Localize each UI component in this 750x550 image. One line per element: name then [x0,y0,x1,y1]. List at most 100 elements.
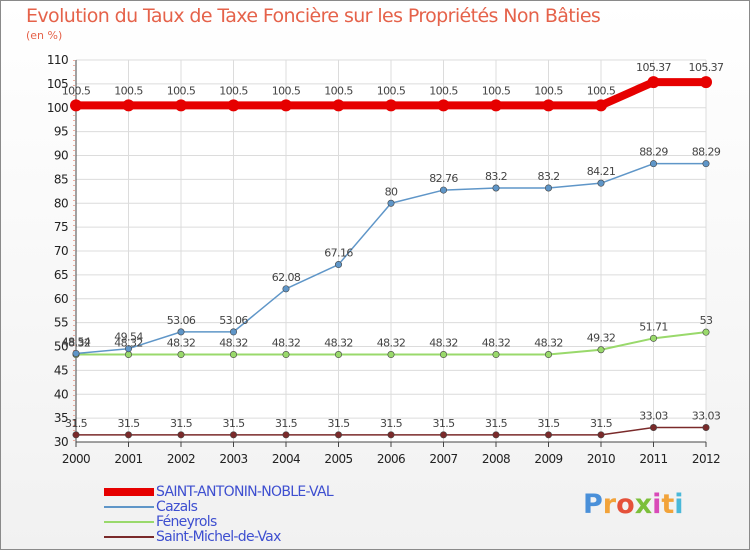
x-tick-label: 2011 [639,452,667,466]
data-point [230,351,238,359]
logo-letter: i [652,489,662,520]
logo-letter: t [661,489,675,520]
logo-letter: P [583,489,603,520]
data-point [544,184,552,192]
data-point [125,351,133,359]
data-point [492,184,500,192]
data-label: 100.5 [272,84,301,97]
data-point [282,351,290,359]
data-point [332,99,345,112]
data-point [544,431,552,439]
logo-letter: r [602,489,617,520]
data-label: 48.32 [429,337,458,350]
data-label: 100.5 [429,84,458,97]
data-point [70,99,82,112]
data-label: 100.5 [114,84,143,97]
data-point [230,328,238,336]
data-point [230,431,238,439]
data-label: 100.5 [219,84,248,97]
chart-title: Evolution du Taux de Taxe Foncière sur l… [26,5,601,27]
data-label: 33.03 [692,410,721,423]
data-point [597,346,605,354]
data-point [437,99,450,112]
x-tick-label: 2003 [219,452,247,466]
data-label: 100.5 [377,84,406,97]
data-label: 100.5 [482,84,511,97]
y-tick-label: 85 [54,172,68,186]
data-point [597,431,605,439]
data-label: 88.29 [692,146,721,159]
y-tick-label: 95 [54,125,68,139]
data-point [175,99,187,112]
data-point [492,351,500,359]
data-point [597,179,605,187]
data-point [387,431,395,439]
logo-letter: x [634,489,653,520]
x-tick-label: 2012 [692,452,720,466]
data-label: 49.32 [587,332,616,345]
data-label: 100.5 [62,84,91,97]
data-point [334,351,342,359]
legend-swatch [104,488,154,496]
y-tick-label: 35 [54,411,68,425]
data-point [700,76,712,89]
data-label: 53.06 [219,314,248,327]
data-point [439,431,447,439]
data-point [334,431,342,439]
data-label: 31.5 [170,417,193,430]
data-label: 48.54 [62,335,91,348]
legend-swatch [104,506,154,508]
data-point [177,351,185,359]
data-point [544,351,552,359]
data-point [702,328,710,336]
data-label: 100.5 [324,84,353,97]
data-label: 31.5 [222,417,245,430]
y-tick-label: 80 [54,196,68,210]
data-label: 51.71 [639,320,668,333]
x-tick-label: 2006 [377,452,405,466]
data-point [649,424,657,432]
legend-label: SAINT-ANTONIN-NOBLE-VAL [156,484,334,500]
y-tick-label: 65 [54,268,68,282]
data-label: 31.5 [117,417,140,430]
data-point [702,160,710,168]
data-label: 48.32 [167,337,196,350]
logo-letter: i [674,489,684,520]
y-tick-label: 100 [47,101,68,115]
x-tick-label: 2002 [167,452,195,466]
x-tick-label: 2004 [272,452,300,466]
x-tick-label: 2010 [587,452,615,466]
data-label: 88.29 [639,146,668,159]
data-label: 53 [700,314,713,327]
x-tick-label: 2008 [482,452,510,466]
data-point [649,334,657,342]
data-point [387,351,395,359]
data-point [542,99,555,112]
data-point [387,199,395,207]
data-label: 100.5 [587,84,616,97]
x-tick-label: 2000 [62,452,90,466]
y-tick-label: 110 [47,53,68,67]
data-point [177,431,185,439]
y-tick-label: 50 [54,340,68,354]
data-label: 100.5 [167,84,196,97]
data-point [439,351,447,359]
x-tick-label: 2009 [534,452,562,466]
data-label: 105.37 [636,61,671,74]
data-point [177,328,185,336]
data-label: 31.5 [327,417,350,430]
data-label: 49.54 [114,331,143,344]
data-point [334,261,342,269]
data-point [282,431,290,439]
data-label: 31.5 [537,417,560,430]
data-label: 67.16 [324,247,353,260]
data-point [439,186,447,194]
y-tick-label: 105 [47,77,68,91]
y-tick-label: 75 [54,220,68,234]
data-label: 48.32 [114,337,143,350]
data-label: 48.32 [534,337,563,350]
data-point [125,345,133,353]
data-label: 48.32 [482,337,511,350]
